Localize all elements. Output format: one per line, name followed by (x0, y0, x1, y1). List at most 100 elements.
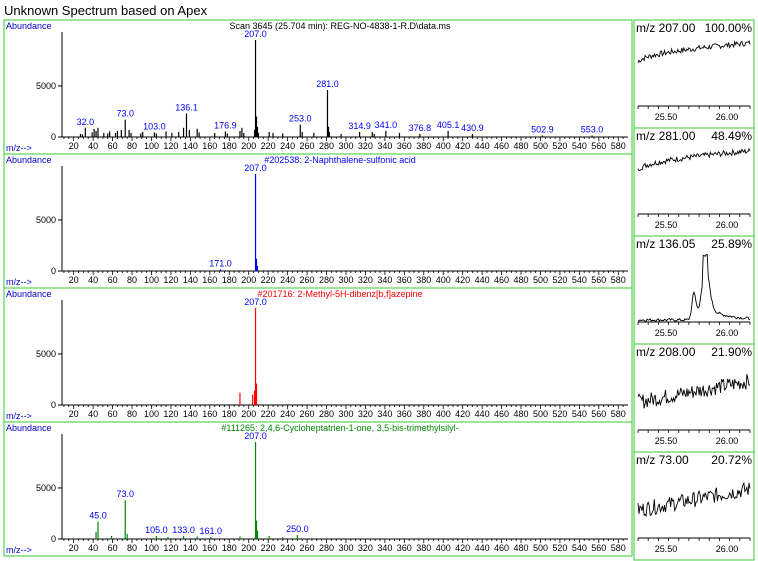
peak-label: 502.9 (531, 124, 554, 134)
peak-label: 133.0 (172, 525, 195, 535)
peak-label: 32.0 (77, 117, 95, 127)
eic-mz-label: m/z 73.00 (636, 453, 689, 467)
x-tick-label: 140 (183, 543, 198, 553)
eic-trace (637, 39, 751, 63)
peak-label: 341.0 (375, 120, 398, 130)
x-tick-label: 500 (533, 275, 548, 285)
panel-border (3, 287, 633, 423)
x-tick-label: 540 (572, 409, 587, 419)
abundance-label: Abundance (6, 423, 52, 433)
panel-border (3, 421, 633, 557)
x-tick-label: 420 (455, 141, 470, 151)
spectrum-panel-reference-1: Abundance #202538: 2-Naphthalene-sulfonic… (3, 153, 633, 289)
x-tick-label: 180 (222, 409, 237, 419)
x-tick-label: 280 (319, 543, 334, 553)
x-tick-label: 260 (300, 543, 315, 553)
eic-mz-label: m/z 281.00 (636, 129, 696, 143)
peak-label: 207.0 (244, 163, 267, 173)
x-tick-label: 100 (144, 141, 159, 151)
x-tick-label: 220 (261, 275, 276, 285)
x-tick-label: 460 (494, 275, 509, 285)
spectrum-header: #202538: 2-Naphthalene-sulfonic acid (264, 155, 416, 165)
x-tick-label: 140 (183, 409, 198, 419)
eic-percent-label: 20.72% (711, 453, 752, 467)
eic-mz-label: m/z 208.00 (636, 345, 696, 359)
peak-label: 207.0 (244, 297, 267, 307)
x-tick-label: 400 (436, 141, 451, 151)
spectrum-panel-sample: Abundance Scan 3645 (25.704 min): REG-NO-… (3, 19, 633, 155)
eic-percent-label: 48.49% (711, 129, 752, 143)
x-tick-label: 300 (338, 141, 353, 151)
spectrum-header: #201716: 2-Methyl-5H-dibenz[b,f]azepine (257, 289, 422, 299)
x-tick-label: 120 (163, 275, 178, 285)
eic-panel-eic-281: m/z 281.00 48.49% 25.50 26.00 (633, 127, 755, 237)
x-tick-label: 260 (300, 409, 315, 419)
x-tick-label: 100 (144, 275, 159, 285)
x-tick-label: 480 (514, 275, 529, 285)
x-tick-label: 160 (202, 275, 217, 285)
x-tick-label: 460 (494, 409, 509, 419)
eic-percent-label: 25.89% (711, 237, 752, 251)
eic-percent-label: 100.00% (705, 21, 753, 35)
x-tick-label: 180 (222, 543, 237, 553)
x-tick-label: 340 (377, 141, 392, 151)
x-tick-label: 540 (572, 275, 587, 285)
x-tick-label: 500 (533, 409, 548, 419)
x-tick-label: 80 (127, 141, 137, 151)
eic-trace (637, 147, 751, 172)
x-tick-label: 200 (241, 141, 256, 151)
x-tick-label: 480 (514, 543, 529, 553)
x-tick-label: 520 (552, 275, 567, 285)
peak-label: 171.0 (209, 258, 232, 268)
x-tick-label: 240 (280, 141, 295, 151)
peak-label: 136.1 (175, 103, 198, 113)
x-tick-label: 26.00 (716, 544, 739, 554)
peak-label: 553.0 (581, 124, 604, 134)
x-tick-label: 25.50 (655, 112, 678, 122)
mz-axis-label: m/z--> (6, 545, 32, 555)
x-tick-label: 440 (475, 141, 490, 151)
peak-label: 103.0 (143, 121, 166, 131)
eic-trace (637, 481, 751, 518)
x-tick-label: 220 (261, 409, 276, 419)
x-tick-label: 240 (280, 409, 295, 419)
x-tick-label: 580 (611, 409, 626, 419)
spectrum-panel-reference-2: Abundance #201716: 2-Methyl-5H-dibenz[b,f… (3, 287, 633, 423)
x-tick-label: 260 (300, 141, 315, 151)
y-tick-label: 5000 (36, 483, 56, 493)
spectrum-header: #111265: 2,4,6-Cycloheptatrien-1-one, 3,… (221, 423, 458, 433)
eic-trace (637, 374, 751, 409)
y-tick-label: 0 (51, 266, 56, 276)
peak-label: 253.0 (289, 114, 312, 124)
x-tick-label: 140 (183, 141, 198, 151)
x-tick-label: 100 (144, 409, 159, 419)
x-tick-label: 420 (455, 275, 470, 285)
peak-label: 376.8 (409, 123, 432, 133)
x-tick-label: 300 (338, 275, 353, 285)
x-tick-label: 340 (377, 543, 392, 553)
x-tick-label: 400 (436, 409, 451, 419)
x-tick-label: 20 (69, 543, 79, 553)
x-tick-label: 480 (514, 409, 529, 419)
x-tick-label: 440 (475, 275, 490, 285)
spectrum-panel-reference-3: Abundance #111265: 2,4,6-Cycloheptatrien-… (3, 421, 633, 557)
y-tick-label: 0 (51, 400, 56, 410)
x-tick-label: 240 (280, 275, 295, 285)
x-tick-label: 480 (514, 141, 529, 151)
x-tick-label: 26.00 (716, 112, 739, 122)
x-tick-label: 380 (416, 409, 431, 419)
x-tick-label: 560 (591, 275, 606, 285)
x-tick-label: 25.50 (655, 328, 678, 338)
x-tick-label: 440 (475, 409, 490, 419)
x-tick-label: 80 (127, 543, 137, 553)
x-tick-label: 380 (416, 275, 431, 285)
x-tick-label: 260 (300, 275, 315, 285)
x-tick-label: 220 (261, 141, 276, 151)
x-tick-label: 320 (358, 141, 373, 151)
x-tick-label: 40 (88, 409, 98, 419)
x-tick-label: 500 (533, 543, 548, 553)
x-tick-label: 26.00 (716, 220, 739, 230)
x-tick-label: 500 (533, 141, 548, 151)
y-tick-label: 5000 (36, 215, 56, 225)
x-tick-label: 320 (358, 543, 373, 553)
